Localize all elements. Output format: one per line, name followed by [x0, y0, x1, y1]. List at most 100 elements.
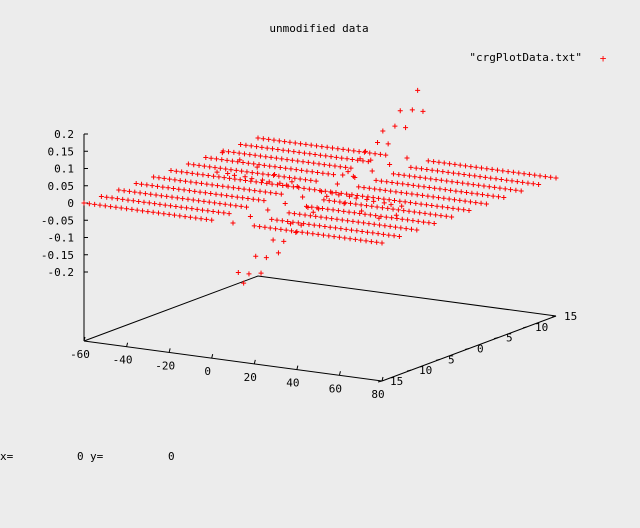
data-point: [375, 231, 381, 237]
data-point: [279, 218, 285, 224]
data-point: [514, 179, 520, 185]
data-point: [259, 144, 265, 150]
data-point: [396, 234, 402, 239]
data-point: [249, 176, 255, 182]
data-point: [400, 181, 406, 187]
data-point: [387, 223, 393, 229]
data-point: [489, 166, 495, 172]
data-point: [329, 216, 335, 222]
data-point: [266, 136, 272, 142]
data-point: [248, 178, 254, 184]
data-point: [154, 183, 160, 189]
data-point: [285, 148, 291, 154]
data-point: [436, 159, 442, 165]
data-point: [321, 197, 327, 203]
data-point: [438, 177, 444, 183]
floor-back-edge: [257, 275, 557, 317]
data-point: [381, 196, 387, 202]
data-point: [373, 177, 379, 183]
data-point: [271, 172, 277, 178]
x-tick-mark: [338, 371, 341, 376]
data-point: [214, 169, 220, 175]
data-point: [442, 187, 448, 193]
data-point: [315, 170, 321, 175]
data-point: [222, 201, 228, 207]
data-point: [229, 193, 235, 199]
data-point: [255, 170, 261, 176]
data-point: [149, 183, 155, 189]
data-point: [254, 144, 260, 150]
data-point: [483, 201, 489, 207]
data-point: [201, 198, 207, 204]
data-point: [394, 180, 400, 186]
data-point: [356, 184, 362, 190]
data-point: [422, 175, 428, 181]
data-point: [439, 204, 445, 210]
data-point: [510, 169, 516, 175]
data-point: [548, 174, 554, 180]
data-point: [206, 199, 212, 205]
data-point: [335, 208, 341, 214]
data-point: [219, 150, 225, 156]
data-point: [242, 174, 248, 180]
data-point: [269, 216, 275, 222]
data-point: [344, 191, 350, 197]
axes: [83, 133, 557, 383]
data-point: [327, 162, 333, 168]
data-point: [399, 203, 405, 209]
data-point: [301, 221, 307, 227]
data-point: [516, 170, 522, 176]
data-point: [332, 163, 338, 169]
data-point: [366, 185, 372, 191]
data-point: [309, 169, 315, 175]
data-point: [252, 188, 258, 194]
data-point: [191, 162, 197, 168]
data-point: [334, 181, 340, 187]
data-point: [310, 231, 316, 237]
data-point: [231, 172, 237, 178]
data-point: [299, 167, 305, 173]
plot-canvas[interactable]: unmodified data "crgPlotData.txt" + 0.20…: [0, 0, 640, 463]
data-point: [537, 173, 543, 179]
data-point: [200, 172, 206, 178]
data-point: [293, 230, 299, 236]
data-point: [360, 158, 366, 164]
data-point: [283, 227, 289, 233]
data-point: [361, 220, 367, 226]
data-point: [485, 192, 491, 198]
data-point: [319, 206, 325, 211]
data-point: [302, 177, 308, 183]
legend-label: "crgPlotData.txt": [469, 51, 582, 64]
data-point: [169, 194, 175, 200]
data-point: [368, 157, 374, 163]
data-point: [437, 186, 443, 192]
data-point: [333, 154, 339, 160]
data-point: [186, 188, 192, 194]
data-point: [411, 209, 417, 215]
data-point: [213, 156, 219, 162]
data-point: [307, 213, 313, 219]
data-point: [168, 168, 174, 173]
data-point: [470, 182, 476, 188]
x-tick-label: 60: [329, 382, 342, 395]
data-point: [230, 220, 236, 226]
data-point: [226, 149, 232, 155]
data-point: [520, 179, 526, 185]
data-point: [271, 137, 277, 143]
data-point: [478, 200, 484, 206]
data-point: [430, 194, 436, 200]
data-point: [228, 167, 234, 173]
data-point: [448, 187, 454, 193]
x-tick-mark: [296, 365, 299, 370]
data-point: [247, 214, 253, 219]
data-point: [202, 190, 208, 196]
data-point: [243, 142, 249, 148]
data-point: [238, 203, 244, 209]
data-point: [324, 144, 330, 150]
data-point: [357, 156, 363, 162]
data-point: [416, 183, 422, 189]
data-point: [301, 150, 307, 156]
data-point: [257, 188, 263, 194]
data-point: [302, 212, 308, 218]
y-tick-label: 10: [419, 364, 432, 377]
